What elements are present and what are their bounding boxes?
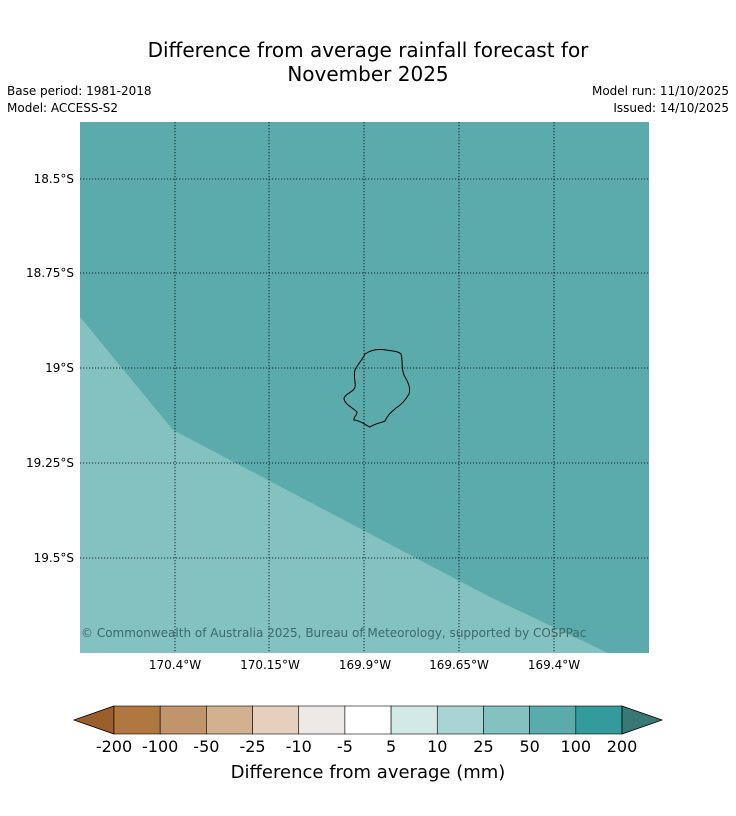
colorbar-segment xyxy=(298,705,346,735)
meta-right: Model run: 11/10/2025 Issued: 14/10/2025 xyxy=(592,83,729,117)
base-period: Base period: 1981-2018 xyxy=(7,84,152,98)
colorbar-tick-label: -50 xyxy=(193,737,220,756)
colorbar-segment xyxy=(113,705,161,735)
model-name: Model: ACCESS-S2 xyxy=(7,101,119,115)
lon-label-169-9: 169.9°W xyxy=(338,658,392,672)
title-line-2: November 2025 xyxy=(287,62,449,86)
lon-label-170-4: 170.4°W xyxy=(148,658,202,672)
colorbar-extend-high xyxy=(621,705,664,735)
island-outline-icon xyxy=(343,349,411,428)
lon-label-169-4: 169.4°W xyxy=(527,658,581,672)
gridlines xyxy=(80,122,649,653)
colorbar-tick-label: 200 xyxy=(606,737,638,756)
meta-left: Base period: 1981-2018 Model: ACCESS-S2 xyxy=(7,83,152,117)
colorbar xyxy=(72,705,664,735)
model-run: Model run: 11/10/2025 xyxy=(591,84,729,98)
colorbar-segment xyxy=(575,705,623,735)
lon-label-170-15: 170.15°W xyxy=(240,658,300,672)
colorbar-segment xyxy=(252,705,300,735)
colorbar-tick-label: -100 xyxy=(142,737,179,756)
lower-anomaly-region xyxy=(80,317,608,653)
colorbar-tick-label: -10 xyxy=(285,737,312,756)
colorbar-segment xyxy=(159,705,207,735)
lat-label-18-75: 18.75°S xyxy=(26,266,74,280)
colorbar-segment xyxy=(206,705,253,735)
colorbar-segment xyxy=(344,705,392,735)
lat-label-19-5: 19.5°S xyxy=(33,551,74,565)
colorbar-segment xyxy=(483,705,530,735)
colorbar-extend-low xyxy=(72,705,115,735)
colorbar-label: Difference from average (mm) xyxy=(230,762,506,783)
colorbar-tick-label: -25 xyxy=(239,737,266,756)
colorbar-segment xyxy=(390,705,438,735)
lat-label-19: 19°S xyxy=(45,361,74,375)
colorbar-tick-label: -200 xyxy=(95,737,133,756)
colorbar-tick-label: 100 xyxy=(560,737,592,756)
lon-label-169-65: 169.65°W xyxy=(429,658,489,672)
colorbar-tick-label: 10 xyxy=(427,737,448,756)
colorbar-tick-label: 25 xyxy=(473,737,494,756)
issued-date: Issued: 14/10/2025 xyxy=(613,101,729,115)
title-line-1: Difference from average rainfall forecas… xyxy=(147,38,589,62)
colorbar-tick-label: -5 xyxy=(336,737,353,756)
copyright-notice: © Commonwealth of Australia 2025, Bureau… xyxy=(81,626,587,640)
colorbar-segment xyxy=(529,705,577,735)
colorbar-tick-label: 50 xyxy=(519,737,540,756)
colorbar-tick-label: 5 xyxy=(385,737,397,756)
colorbar-segment xyxy=(436,705,484,735)
lat-label-18-5: 18.5°S xyxy=(33,172,74,186)
lat-label-19-25: 19.25°S xyxy=(26,456,74,470)
chart-title: Difference from average rainfall forecas… xyxy=(0,38,736,86)
